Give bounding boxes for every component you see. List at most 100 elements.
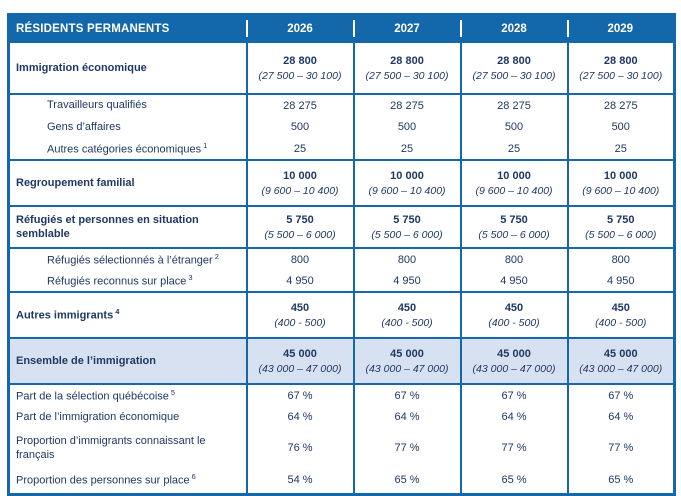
cell-value: 67 % [394,389,420,402]
cell-value: 10 000 [390,169,424,182]
row-label: Réfugiés et personnes en situation sembl… [16,213,199,240]
value-cell: 64 % [459,406,568,428]
cell-value: 64 % [608,411,634,423]
row-label: Réfugiés sélectionnés à l’étranger [47,254,213,267]
value-cell: 64 % [566,406,675,428]
value-cell: 5 750 (5 500 – 6 000) [459,205,568,249]
value-cell: 450 (400 - 500) [245,291,354,339]
row-label-cell: Réfugiés reconnus sur place 3 [9,270,247,292]
cell-range: (27 500 – 30 100) [579,69,663,82]
row-label-cell: Part de l’immigration économique [9,406,247,428]
cell-value: 28 275 [497,99,531,112]
cell-value: 4 950 [500,274,528,287]
row-label-sup: 1 [203,140,208,150]
value-cell: 77 % [352,428,461,468]
cell-value: 28 275 [603,99,638,112]
value-cell: 54 % [245,468,354,494]
value-cell: 500 [245,116,354,138]
value-cell: 45 000 (43 000 – 47 000) [566,337,675,385]
cell-value: 67 % [501,389,527,402]
cell-value: 450 [504,301,524,314]
row-label-cell: Proportion d’immigrants connaissant le f… [9,428,247,468]
cell-range: (5 500 – 6 000) [371,228,443,241]
cell-range: (5 500 – 6 000) [585,228,657,241]
cell-range: (27 500 – 30 100) [365,69,449,82]
table-row: Proportion d’immigrants connaissant le f… [9,428,675,468]
cell-value: 5 750 [393,213,421,226]
table-row: Réfugiés et personnes en situation sembl… [8,205,675,249]
value-cell: 4 950 [352,270,461,292]
year-column-header: 2026 [245,14,354,42]
cell-value: 76 % [287,442,313,454]
row-label-sup: 2 [214,251,219,261]
cell-value: 4 950 [286,274,314,287]
row-label-sup: 4 [115,307,120,317]
value-cell: 25 [459,138,568,160]
value-cell: 25 [566,138,675,160]
value-cell: 28 275 [566,94,675,116]
row-label-cell: Regroupement familial [8,159,247,207]
value-cell: 450 (400 - 500) [459,291,568,339]
cell-range: (9 600 – 10 400) [475,184,553,197]
cell-value: 28 800 [497,54,531,67]
cell-value: 25 [507,142,521,155]
cell-value: 28 275 [390,99,424,112]
row-label: Ensemble de l’immigration [16,354,156,367]
row-label-cell: Ensemble de l’immigration [8,337,247,385]
value-cell: 67 % [352,384,461,406]
cell-range: (43 000 – 47 000) [365,362,449,375]
row-label-cell: Part de la sélection québécoise 5 [9,384,247,406]
value-cell: 800 [245,248,354,270]
cell-value: 64 % [287,411,313,423]
cell-value: 25 [293,142,307,155]
value-cell: 10 000 (9 600 – 10 400) [459,159,568,207]
value-cell: 25 [352,138,461,160]
table-row: Part de la sélection québécoise 5 67 % 67 %… [9,384,675,406]
value-cell: 4 950 [566,270,675,292]
row-label-cell: Réfugiés sélectionnés à l’étranger 2 [9,248,247,270]
cell-range: (400 - 500) [274,316,326,329]
table-body: Immigration économique 28 800 (27 500 – 30… [8,41,675,494]
row-label: Gens d’affaires [47,120,121,133]
row-label: Part de la sélection québécoise [16,390,169,403]
table-row: Travailleurs qualifiés 28 275 28 275 28 275… [9,94,675,116]
row-label-sup: 3 [188,272,193,282]
table-row: Immigration économique 28 800 (27 500 – 30… [8,41,675,95]
value-cell: 450 (400 - 500) [566,291,675,339]
cell-value: 65 % [608,474,634,487]
permanent-residents-table: RÉSIDENTS PERMANENTS 2026 2027 2028 2029… [7,13,676,496]
value-cell: 5 750 (5 500 – 6 000) [566,205,675,249]
cell-value: 45 000 [283,347,317,360]
value-cell: 28 275 [459,94,568,116]
row-label: Réfugiés reconnus sur place [47,275,187,288]
cell-value: 65 % [394,474,420,487]
value-cell: 45 000 (43 000 – 47 000) [459,337,568,385]
cell-range: (43 000 – 47 000) [472,362,556,375]
cell-range: (27 500 – 30 100) [258,69,342,82]
cell-value: 28 800 [283,54,317,67]
row-label-cell: Autres catégories économiques 1 [9,138,247,160]
cell-value: 25 [614,142,627,155]
header-label: RÉSIDENTS PERMANENTS [8,14,247,42]
cell-range: (5 500 – 6 000) [264,228,336,241]
row-label-cell: Proportion des personnes sur place 6 [9,468,247,494]
cell-value: 28 800 [390,54,424,67]
cell-range: (400 - 500) [595,316,647,329]
row-label: Autres immigrants [16,309,114,322]
value-cell: 500 [352,116,461,138]
cell-range: (9 600 – 10 400) [582,184,660,197]
cell-value: 500 [611,121,630,133]
permanent-residents-table-container: RÉSIDENTS PERMANENTS 2026 2027 2028 2029… [7,13,676,496]
row-label: Autres catégories économiques [47,143,202,156]
value-cell: 65 % [352,468,461,494]
value-cell: 800 [459,248,568,270]
value-cell: 28 275 [352,94,461,116]
cell-value: 5 750 [606,213,635,226]
cell-value: 54 % [287,474,313,487]
value-cell: 28 800 (27 500 – 30 100) [352,41,461,95]
cell-value: 450 [397,301,417,314]
value-cell: 77 % [459,428,568,468]
cell-range: (27 500 – 30 100) [472,69,556,82]
value-cell: 5 750 (5 500 – 6 000) [245,205,354,249]
value-cell: 10 000 (9 600 – 10 400) [245,159,354,207]
